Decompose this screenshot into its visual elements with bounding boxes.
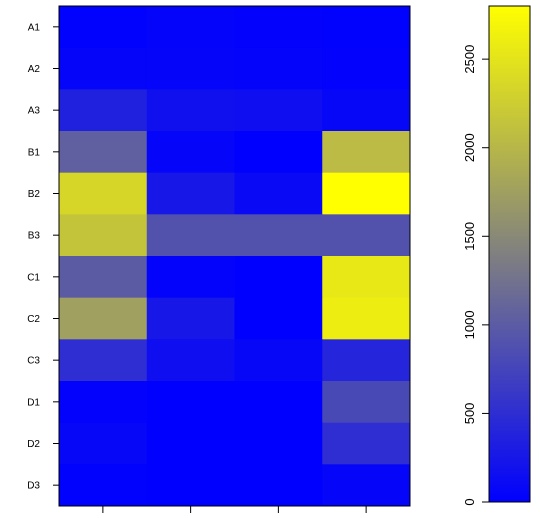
- plot-frame: [58, 5, 411, 507]
- heatmap-cell: [59, 297, 148, 340]
- row-label: D1: [27, 397, 40, 408]
- heatmap-cell: [59, 339, 148, 382]
- row-label: D3: [27, 481, 40, 492]
- row-label: C2: [27, 314, 40, 325]
- heatmap-cell: [322, 297, 411, 340]
- heatmap-cell: [322, 256, 411, 299]
- row-label: A3: [28, 106, 41, 117]
- heatmap-cell: [234, 297, 323, 340]
- row-label: D2: [27, 439, 40, 450]
- heatmap-cell: [59, 172, 148, 215]
- colorbar-ticks: 0 500 1000 1500 2000 2500: [462, 45, 489, 506]
- heatmap-cell: [146, 131, 235, 174]
- heatmap-cell: [146, 172, 235, 215]
- heatmap-cell: [234, 172, 323, 215]
- heatmap-cell: [234, 6, 323, 49]
- heatmap-cell: [59, 464, 148, 507]
- heatmap-cell: [234, 256, 323, 299]
- colorbar-tick-label: 500: [462, 403, 477, 425]
- colorbar: [488, 5, 531, 503]
- row-label: B2: [28, 189, 41, 200]
- heatmap-cell: [234, 339, 323, 382]
- heatmap-cell: [59, 6, 148, 49]
- row-label: B3: [28, 231, 41, 242]
- colorbar-tick-label: 1000: [462, 310, 477, 339]
- heatmap-cell: [234, 131, 323, 174]
- heatmap-cell: [59, 89, 148, 132]
- heatmap-cell: [59, 381, 148, 424]
- heatmap-cell: [322, 131, 411, 174]
- heatmap-cell: [59, 422, 148, 465]
- heatmap-cell: [146, 89, 235, 132]
- heatmap-cell: [146, 256, 235, 299]
- heatmap-cells: [59, 6, 411, 507]
- heatmap-cell: [146, 297, 235, 340]
- heatmap-cell: [234, 464, 323, 507]
- row-labels: A1 A2 A3 B1 B2 B3 C1 C2 C3 D1 D2 D3: [27, 22, 59, 492]
- heatmap-cell: [146, 464, 235, 507]
- heatmap-cell: [234, 381, 323, 424]
- heatmap-cell: [322, 214, 411, 257]
- heatmap-cell: [146, 47, 235, 90]
- heatmap-cell: [322, 422, 411, 465]
- row-label: C3: [27, 356, 40, 367]
- heatmap-cell: [234, 89, 323, 132]
- colorbar-tick-label: 2000: [462, 133, 477, 162]
- heatmap-cell: [322, 172, 411, 215]
- heatmap-cell: [234, 214, 323, 257]
- colorbar-tick-label: 0: [462, 498, 477, 505]
- heatmap-cell: [146, 422, 235, 465]
- row-label: C1: [27, 272, 40, 283]
- row-label: B1: [28, 147, 41, 158]
- heatmap-cell: [146, 381, 235, 424]
- heatmap-cell: [322, 47, 411, 90]
- heatmap-cell: [59, 131, 148, 174]
- heatmap-cell: [146, 214, 235, 257]
- heatmap-cell: [322, 464, 411, 507]
- heatmap-cell: [59, 47, 148, 90]
- heatmap-cell: [234, 47, 323, 90]
- row-label: A2: [28, 64, 41, 75]
- heatmap-cell: [234, 422, 323, 465]
- colorbar-tick-label: 2500: [462, 45, 477, 74]
- heatmap-cell: [322, 6, 411, 49]
- row-label: A1: [28, 22, 41, 33]
- heatmap-cell: [322, 381, 411, 424]
- heatmap-cell: [322, 339, 411, 382]
- heatmap-cell: [146, 339, 235, 382]
- heatmap-cell: [59, 256, 148, 299]
- colorbar-tick-label: 1500: [462, 222, 477, 251]
- heatmap-cell: [322, 89, 411, 132]
- heatmap-cell: [59, 214, 148, 257]
- heatmap-cell: [146, 6, 235, 49]
- column-ticks: [102, 506, 367, 513]
